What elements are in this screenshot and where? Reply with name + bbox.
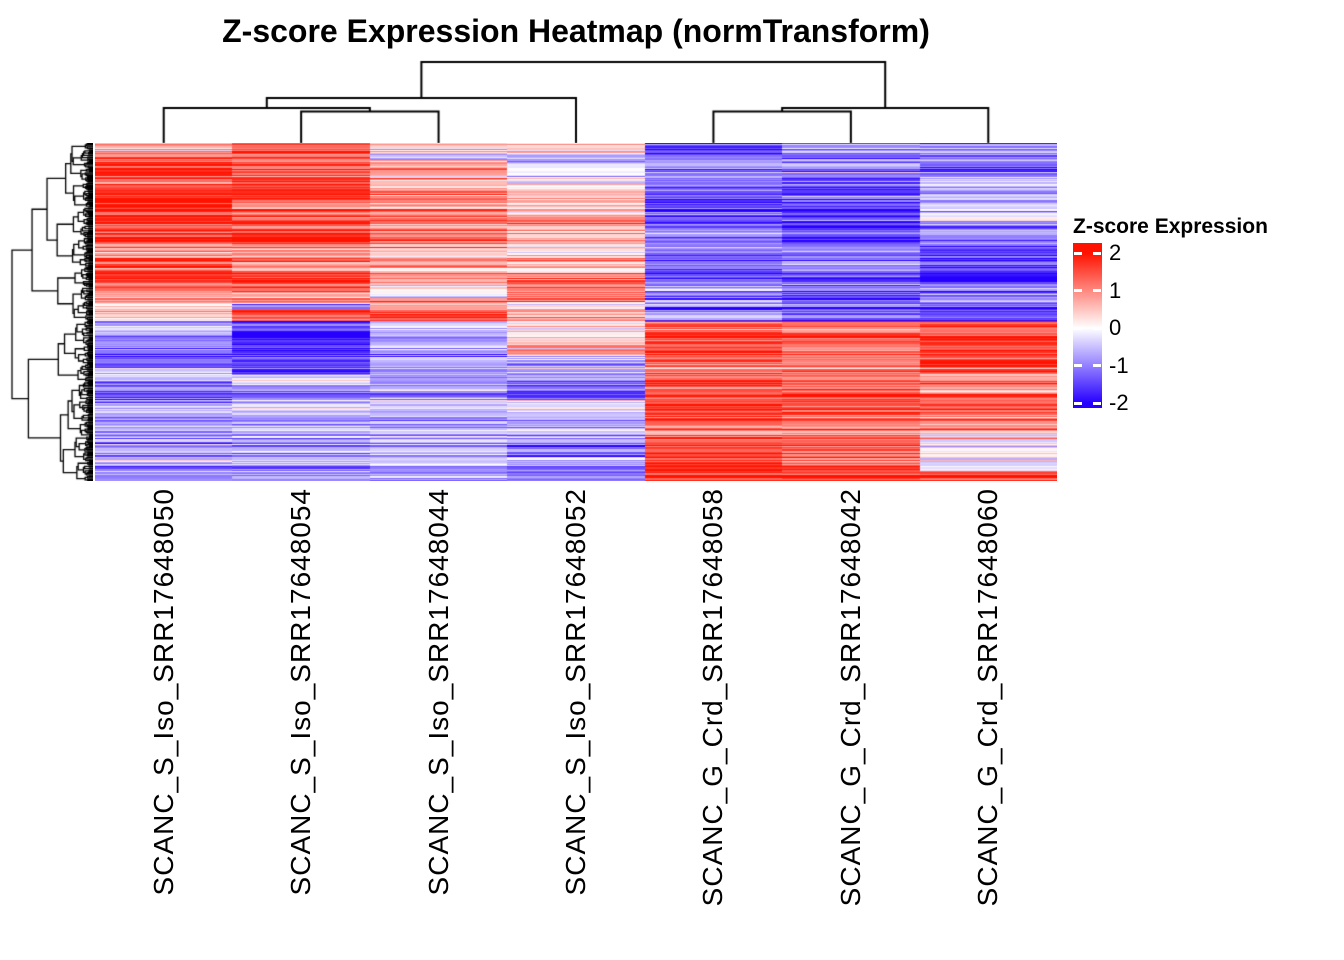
legend-tick-mark-right--2 xyxy=(1093,401,1101,405)
column-label-4: SCANC_G_Crd_SRR17648058 xyxy=(697,488,729,907)
legend-tick-mark-right--1 xyxy=(1093,364,1101,368)
column-label-5: SCANC_G_Crd_SRR17648042 xyxy=(834,488,866,907)
legend-tick-label--1: -1 xyxy=(1109,352,1129,378)
column-label-3: SCANC_S_Iso_SRR17648052 xyxy=(560,488,591,896)
column-label-6: SCANC_G_Crd_SRR17648060 xyxy=(972,488,1004,907)
column-label-1: SCANC_S_Iso_SRR17648054 xyxy=(285,488,317,896)
chart-title: Z-score Expression Heatmap (normTransfor… xyxy=(222,13,930,49)
legend-tick-mark-left--1 xyxy=(1074,364,1082,368)
legend-tick-mark-right-0 xyxy=(1093,326,1101,330)
legend-tick-label-2: 2 xyxy=(1109,240,1122,266)
legend-colorbar xyxy=(1073,243,1102,408)
legend-title: Z-score Expression xyxy=(1073,215,1268,238)
column-label-2: SCANC_S_Iso_SRR17648044 xyxy=(422,488,454,896)
column-label-0: SCANC_S_Iso_SRR17648050 xyxy=(147,488,179,896)
legend-tick-label-1: 1 xyxy=(1109,277,1122,303)
legend-tick-mark-left-1 xyxy=(1074,289,1082,293)
legend-tick-mark-left-2 xyxy=(1074,251,1082,255)
column-dendrogram xyxy=(95,55,1057,145)
row-dendrogram xyxy=(8,143,93,481)
legend-tick-mark-left-0 xyxy=(1074,326,1082,330)
legend-tick-mark-right-2 xyxy=(1093,251,1101,255)
legend-tick-mark-right-1 xyxy=(1093,289,1101,293)
legend-tick-label-0: 0 xyxy=(1109,315,1122,341)
heatmap-canvas xyxy=(95,143,1057,481)
legend-tick-mark-left--2 xyxy=(1074,401,1082,405)
legend-tick-label--2: -2 xyxy=(1109,390,1129,416)
